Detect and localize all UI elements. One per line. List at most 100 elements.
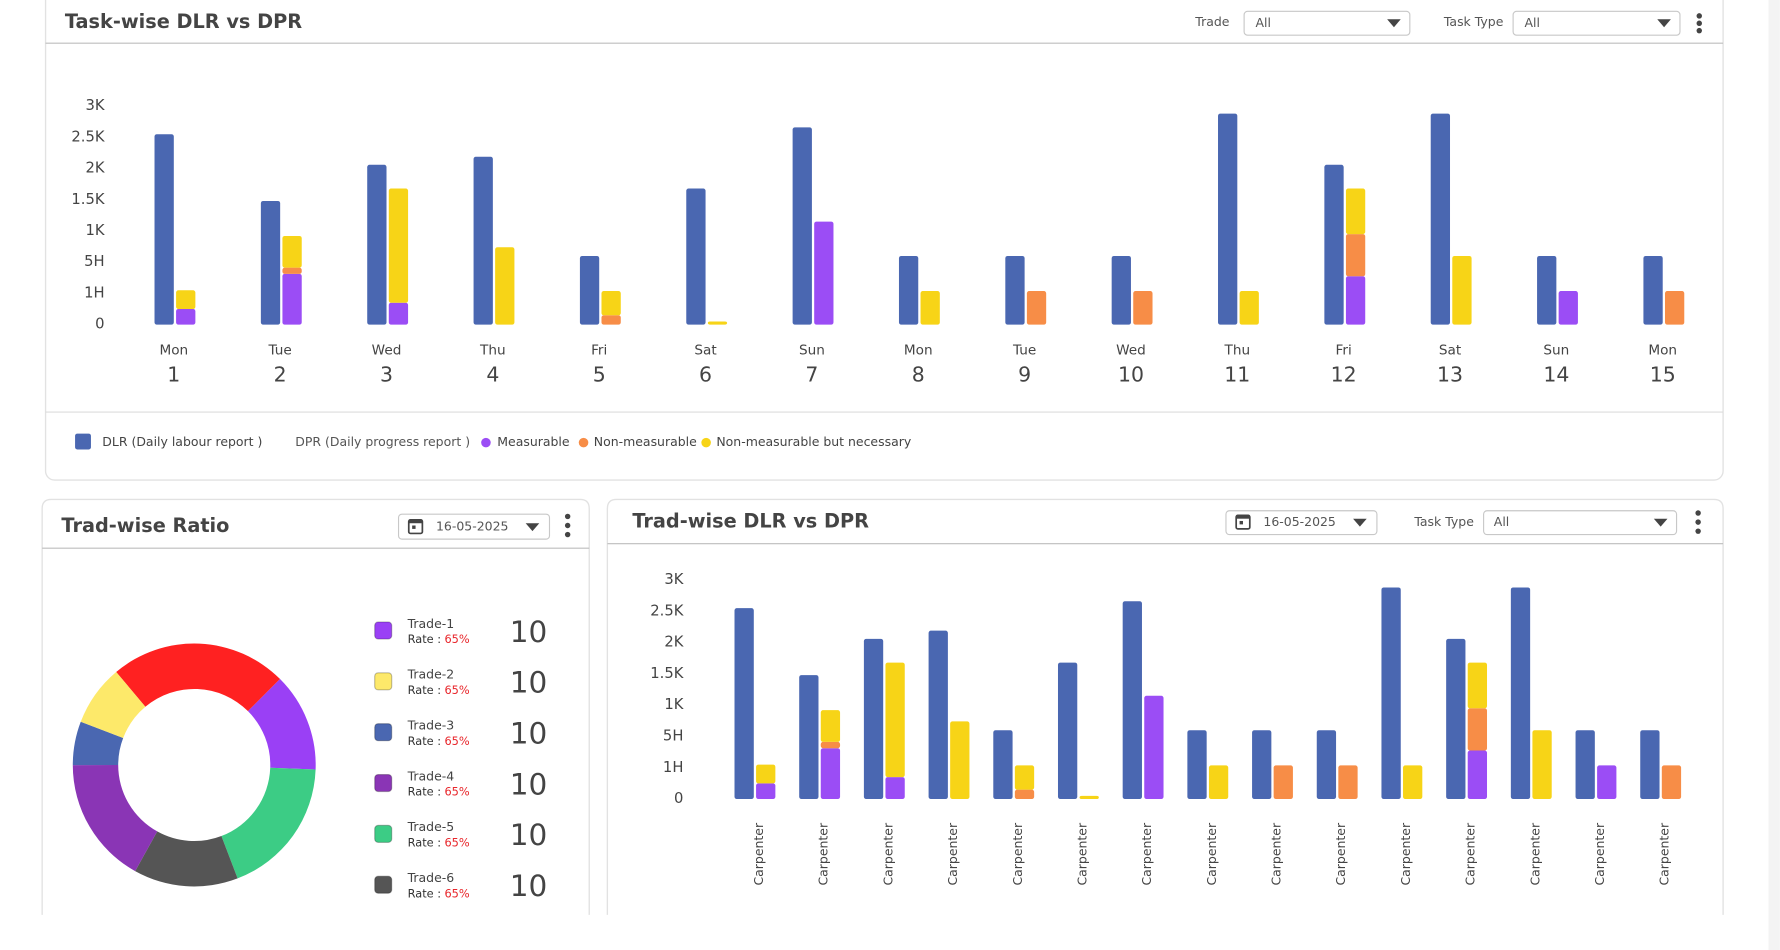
bar xyxy=(1345,234,1366,277)
x-tick-weekday: Sun xyxy=(799,343,825,359)
bar xyxy=(820,748,841,800)
legend-marker xyxy=(374,824,393,843)
y-tick-label: 5H xyxy=(663,727,683,744)
legend-label: Measurable xyxy=(497,434,569,449)
legend-label: Non-measurable but necessary xyxy=(716,434,911,449)
y-tick-label: 0 xyxy=(95,316,104,333)
bar xyxy=(1133,291,1153,325)
rate-label: Rate : xyxy=(408,836,441,850)
legend-marker xyxy=(374,723,393,742)
bar xyxy=(1452,255,1472,325)
x-tick-label: Carpenter xyxy=(751,822,766,886)
bar xyxy=(1661,765,1682,800)
bar xyxy=(282,235,302,268)
dropdown[interactable] xyxy=(1512,10,1681,36)
legend-count: 10 xyxy=(510,615,548,649)
x-tick-label: Carpenter xyxy=(880,822,895,886)
bar xyxy=(1252,730,1272,800)
bar xyxy=(1316,730,1337,800)
x-tick-label: Carpenter xyxy=(1592,822,1607,886)
bar xyxy=(1467,708,1488,751)
bar xyxy=(1467,662,1488,709)
bar xyxy=(260,201,281,325)
rate-label: Rate : xyxy=(408,886,441,900)
bar xyxy=(1014,765,1035,790)
kebab-menu[interactable] xyxy=(1695,510,1701,534)
bar xyxy=(920,291,940,325)
pie-segment xyxy=(247,679,316,770)
x-tick-weekday: Mon xyxy=(159,343,188,359)
scrollbar[interactable] xyxy=(1768,0,1780,950)
pie-segment xyxy=(116,643,281,712)
top-panel xyxy=(44,0,1724,481)
legend-label: Non-measurable xyxy=(594,434,697,449)
date-value: 16-05-2025 xyxy=(1263,514,1335,529)
legend-rate: Rate :65% xyxy=(408,836,470,850)
rate-value: 65% xyxy=(444,785,469,799)
y-tick-label: 1K xyxy=(664,696,683,713)
bar xyxy=(601,291,621,316)
bar xyxy=(1558,291,1578,325)
y-tick-label: 0 xyxy=(674,790,683,807)
x-tick-label: 11 xyxy=(1224,363,1250,387)
x-tick-label: 4 xyxy=(486,363,499,387)
x-tick-label: 13 xyxy=(1437,363,1463,387)
legend-marker xyxy=(701,437,711,448)
bar xyxy=(950,721,970,800)
calendar-icon xyxy=(1235,514,1251,530)
bar xyxy=(885,662,905,778)
pie-segment xyxy=(135,831,238,887)
dropdown-caret xyxy=(1387,19,1401,28)
legend-marker xyxy=(374,672,393,691)
rate-value: 65% xyxy=(444,836,469,850)
x-tick-weekday: Mon xyxy=(904,343,933,359)
kebab-menu[interactable] xyxy=(1696,13,1702,34)
kebab-menu[interactable] xyxy=(564,513,571,538)
x-tick-label: 5 xyxy=(593,363,606,387)
bar xyxy=(473,156,493,325)
date-picker[interactable] xyxy=(1225,510,1378,536)
pie-segment xyxy=(221,767,316,879)
bar xyxy=(1338,765,1358,800)
bar xyxy=(898,255,919,325)
bar xyxy=(820,741,841,749)
legend-rate: Rate :65% xyxy=(408,683,470,697)
x-tick-label: Carpenter xyxy=(1204,822,1219,886)
dropdown-caret xyxy=(1657,19,1671,28)
bar xyxy=(1057,662,1078,800)
legend-count: 10 xyxy=(510,818,548,852)
bar xyxy=(1079,795,1099,800)
x-tick-label: 1 xyxy=(167,363,180,387)
x-tick-weekday: Thu xyxy=(479,343,506,359)
x-tick-weekday: Tue xyxy=(1012,343,1036,359)
bar xyxy=(792,127,812,325)
dropdown[interactable] xyxy=(1483,510,1678,536)
legend-rate: Rate :65% xyxy=(408,632,470,646)
rate-label: Rate : xyxy=(408,683,441,697)
y-tick-label: 2.5K xyxy=(650,602,683,619)
x-tick-weekday: Thu xyxy=(1224,343,1251,359)
y-tick-label: 1.5K xyxy=(650,665,683,682)
x-tick-weekday: Tue xyxy=(268,343,292,359)
y-tick-label: 3K xyxy=(664,571,683,588)
legend-label: Trade-3 xyxy=(407,717,455,732)
legend-marker xyxy=(481,437,491,448)
bar xyxy=(756,783,776,800)
x-tick-label: 10 xyxy=(1118,363,1144,387)
date-picker[interactable] xyxy=(397,513,551,540)
x-tick-weekday: Fri xyxy=(591,343,607,359)
dropdown[interactable] xyxy=(1243,10,1411,36)
legend-label: Trade-2 xyxy=(407,667,455,682)
panel-title: Trad-wise DLR vs DPR xyxy=(632,510,869,533)
bar xyxy=(367,164,387,325)
y-tick-label: 2K xyxy=(664,634,683,651)
y-tick-label: 5H xyxy=(84,253,104,270)
y-tick-label: 1.5K xyxy=(71,191,104,208)
y-tick-label: 2.5K xyxy=(71,128,104,145)
bar xyxy=(1005,255,1025,325)
x-tick-label: 3 xyxy=(380,363,393,387)
x-tick-label: 14 xyxy=(1543,363,1569,387)
filter-label: Task Type xyxy=(1443,14,1504,29)
x-tick-label: 6 xyxy=(699,363,712,387)
